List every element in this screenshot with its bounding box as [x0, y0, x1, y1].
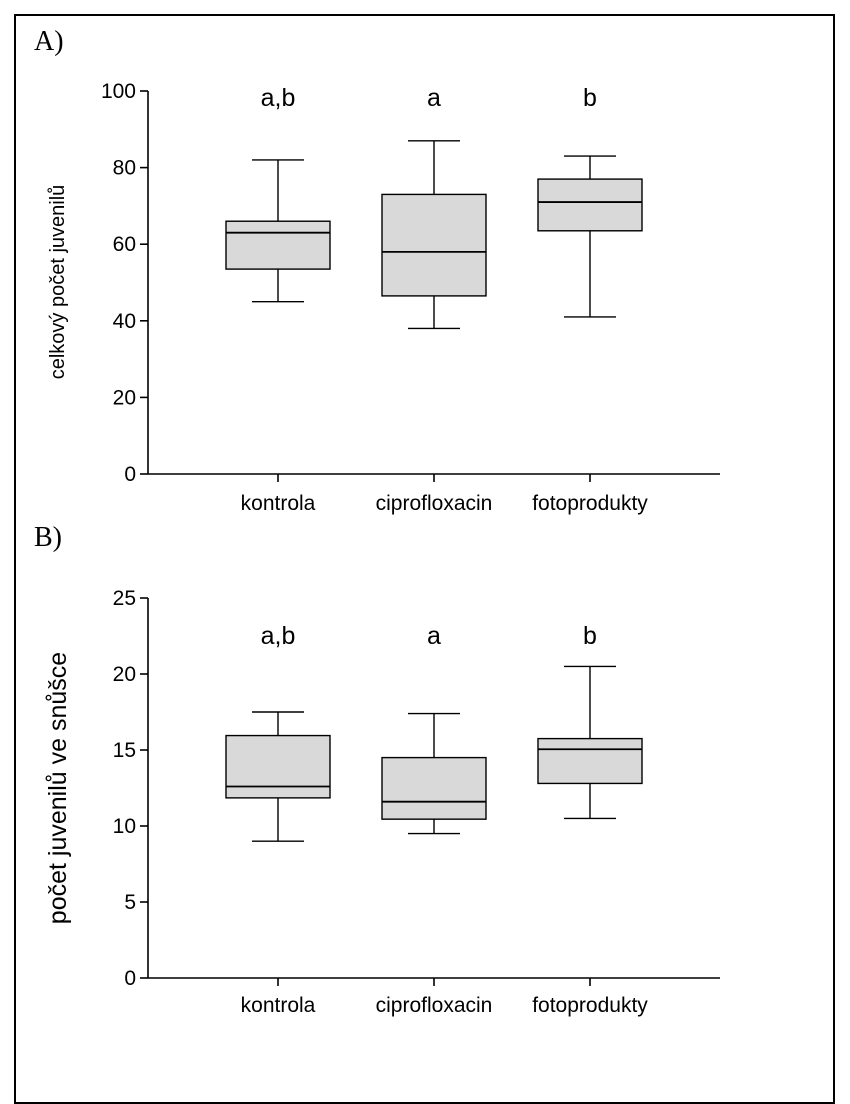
box-iqr — [538, 179, 642, 231]
significance-label: b — [583, 622, 597, 650]
y-tick-label: 60 — [113, 233, 136, 256]
significance-label: a,b — [261, 622, 296, 650]
y-tick-label: 0 — [124, 967, 136, 990]
box-iqr — [538, 739, 642, 784]
box-iqr — [382, 194, 486, 295]
y-tick-label: 5 — [124, 891, 136, 914]
y-tick-label: 100 — [101, 80, 136, 103]
y-tick-label: 20 — [113, 386, 136, 409]
y-tick-label: 15 — [113, 739, 136, 762]
y-axis-label: celkový počet juvenilů — [47, 185, 69, 380]
box-iqr — [226, 736, 330, 798]
significance-label: a,b — [261, 84, 296, 112]
y-axis-label: počet juvenilů ve snůšce — [44, 652, 72, 924]
y-tick-label: 20 — [113, 663, 136, 686]
y-tick-label: 0 — [124, 463, 136, 486]
y-tick-label: 10 — [113, 815, 136, 838]
x-category-label: ciprofloxacin — [376, 492, 493, 515]
x-category-label: fotoprodukty — [532, 994, 648, 1017]
y-tick-label: 25 — [113, 587, 136, 610]
x-category-label: fotoprodukty — [532, 492, 648, 515]
y-tick-label: 80 — [113, 157, 136, 180]
x-category-label: kontrola — [241, 994, 316, 1017]
box-iqr — [226, 221, 330, 269]
box-iqr — [382, 758, 486, 820]
x-category-label: kontrola — [241, 492, 316, 515]
y-tick-label: 40 — [113, 310, 136, 333]
significance-label: a — [427, 622, 441, 650]
significance-label: b — [583, 84, 597, 112]
significance-label: a — [427, 84, 441, 112]
x-category-label: ciprofloxacin — [376, 994, 493, 1017]
